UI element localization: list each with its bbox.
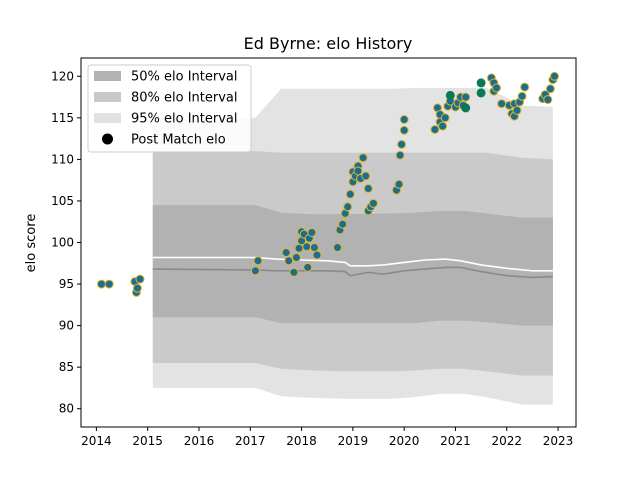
legend-marker [102,133,113,145]
post-match-point [445,90,455,100]
legend: 50% elo Interval 80% elo Interval 95% elo … [87,64,252,153]
post-match-point [338,219,348,229]
post-match-point [253,256,263,266]
y-axis: 80 85 90 95 100 105 110 115 120 [51,69,81,416]
chart-title: Ed Byrne: elo History [244,34,413,53]
post-match-point [361,171,371,181]
y-tick-label: 95 [59,277,74,291]
x-tick-label: 2017 [235,434,266,448]
legend-label: 80% elo Interval [131,91,238,106]
post-match-point [303,262,313,272]
post-match-point [302,242,312,252]
interval-bands [152,87,553,405]
post-match-point [438,121,448,131]
post-match-point [132,283,142,293]
post-match-point [440,113,450,123]
post-match-point [520,82,530,92]
post-match-point [104,279,114,289]
post-match-point [550,71,559,81]
x-tick-label: 2020 [389,434,420,448]
post-match-point [517,91,527,101]
post-match-point [345,189,355,199]
post-match-point [476,78,486,88]
post-match-point [545,84,555,94]
post-match-point [395,150,405,160]
post-match-point [281,248,291,257]
post-match-point [543,95,553,105]
post-match-point [343,202,353,212]
post-match-point [312,250,322,260]
y-tick-label: 120 [51,69,74,83]
y-tick-label: 80 [59,402,74,416]
x-tick-label: 2015 [132,434,163,448]
post-match-point [394,179,404,189]
x-tick-label: 2021 [440,434,471,448]
post-match-point [250,266,260,276]
x-tick-label: 2023 [543,434,574,448]
legend-label: Post Match elo [131,133,226,148]
post-match-point [368,198,378,208]
legend-label: 50% elo Interval [131,70,238,85]
y-tick-label: 105 [51,194,74,208]
post-match-point [309,243,319,252]
post-match-point [399,115,409,124]
post-match-point [399,125,409,135]
post-match-point [97,279,106,289]
post-match-points [97,71,559,297]
x-tick-label: 2014 [81,434,112,448]
y-tick-label: 110 [51,152,74,166]
legend-label: 95% elo Interval [131,112,238,127]
plot-area [97,71,559,405]
post-match-point [358,153,368,163]
post-match-point [284,256,294,266]
post-match-point [294,243,304,253]
legend-swatch [94,92,121,102]
y-tick-label: 100 [51,236,74,250]
legend-swatch [94,113,121,123]
x-tick-label: 2019 [338,434,369,448]
x-tick-label: 2022 [491,434,522,448]
post-match-point [430,125,440,134]
post-match-point [135,274,145,284]
post-match-point [492,83,501,93]
legend-box [87,64,252,153]
y-axis-label: elo score [24,214,39,273]
post-match-point [363,184,373,193]
post-match-point [353,166,363,176]
post-match-point [461,92,471,102]
legend-swatch [94,71,121,81]
y-tick-label: 85 [59,360,74,374]
x-tick-label: 2018 [286,434,317,448]
y-tick-label: 90 [59,319,74,333]
post-match-point [289,267,299,277]
x-tick-label: 2016 [184,434,215,448]
x-axis: 2014 2015 2016 2017 2018 2019 2020 2021 2022 2023 [81,427,573,448]
post-match-point [307,228,317,237]
y-tick-label: 115 [51,111,74,125]
post-match-point [333,243,342,252]
post-match-point [512,105,522,115]
post-match-point [461,103,471,113]
post-match-point [497,99,507,109]
post-match-point [397,139,407,149]
post-match-point [291,253,301,262]
post-match-point [476,88,486,98]
